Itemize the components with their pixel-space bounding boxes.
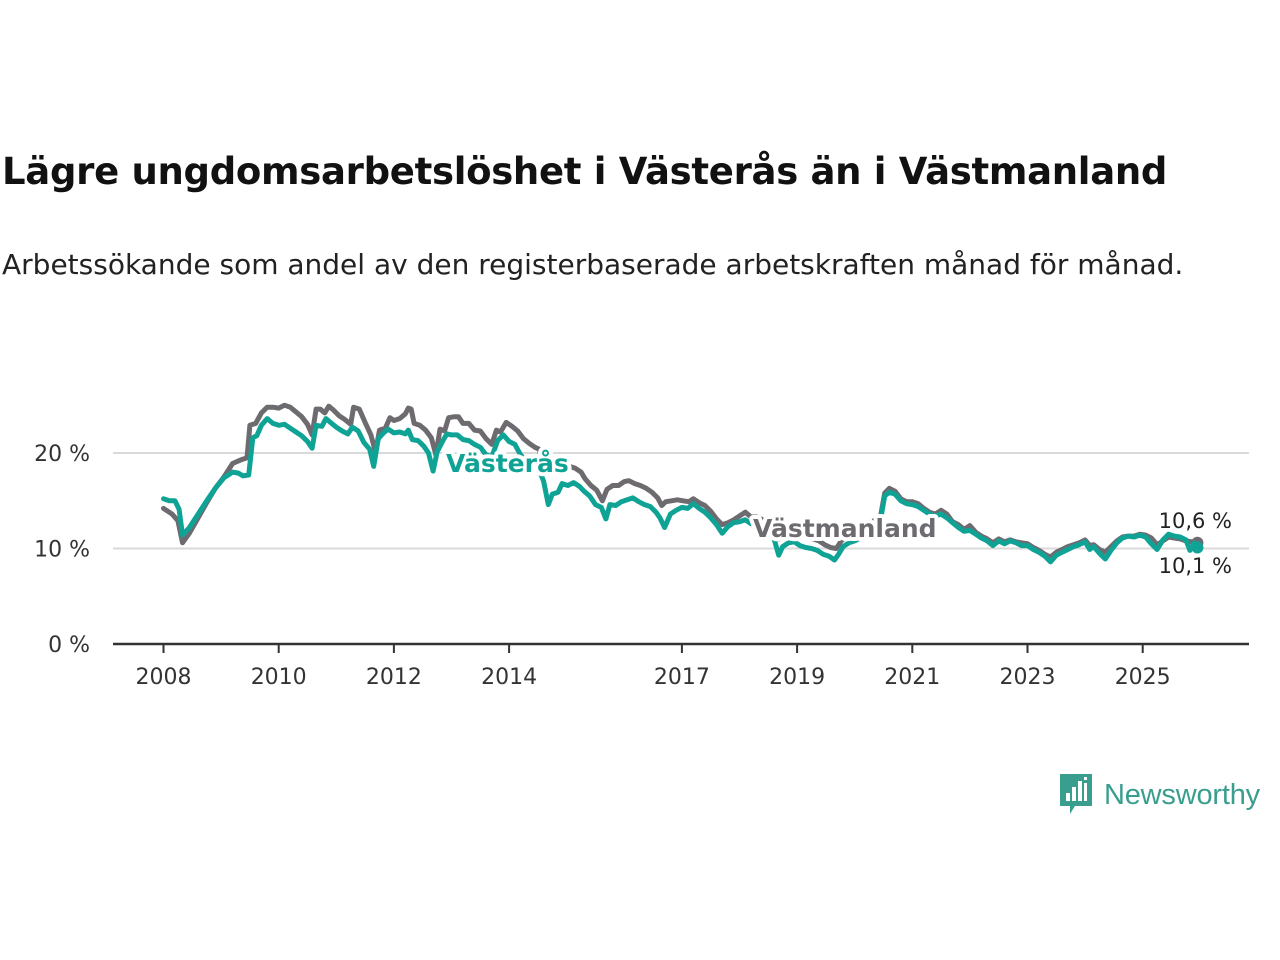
- y-tick-label: 20 %: [34, 442, 90, 467]
- chart-subtitle: Arbetssökande som andel av den registerb…: [2, 248, 1184, 281]
- series-lines: [161, 402, 1204, 565]
- newsworthy-logo-icon: [1060, 774, 1092, 814]
- series-label-vasteras: Västerås: [446, 449, 569, 478]
- end-value-vastmanland: 10,6 %: [1159, 509, 1232, 533]
- y-tick-label: 10 %: [34, 538, 90, 563]
- series-line-vasteras: [161, 416, 1200, 565]
- chart-title: Lägre ungdomsarbetslöshet i Västerås än …: [2, 150, 1168, 193]
- end-value-vasteras: 10,1 %: [1159, 554, 1232, 578]
- brand-name: Newsworthy: [1104, 778, 1260, 811]
- x-tick-label: 2025: [1115, 665, 1171, 690]
- y-tick-label: 0 %: [48, 633, 90, 658]
- line-labels: Västmanland Västerås 10,6 % 10,1 %: [442, 445, 1235, 581]
- x-tick-label: 2010: [251, 665, 307, 690]
- line-chart: 0 % 10 % 20 % 2008 2010 2012 2014 2017 2019 2021…: [34, 402, 1249, 690]
- x-tick-label: 2019: [769, 665, 825, 690]
- newsworthy-brand[interactable]: Newsworthy: [1058, 772, 1260, 818]
- x-tick-label: 2008: [136, 665, 192, 690]
- x-tick-label: 2023: [1000, 665, 1056, 690]
- x-axis: 2008 2010 2012 2014 2017 2019 2021 2023 2025: [113, 642, 1249, 690]
- x-tick-label: 2021: [884, 665, 940, 690]
- end-point-vasteras: [1191, 541, 1204, 554]
- x-tick-label: 2014: [481, 665, 537, 690]
- series-label-vastmanland: Västmanland: [753, 514, 937, 543]
- x-tick-label: 2012: [366, 665, 422, 690]
- y-axis-ticks: 0 % 10 % 20 %: [34, 442, 90, 658]
- x-tick-label: 2017: [654, 665, 710, 690]
